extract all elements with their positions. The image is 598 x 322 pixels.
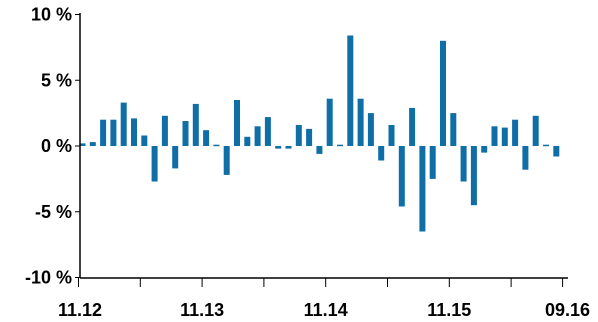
x-tick-label: 11.13 [180,300,224,320]
bar-07.14 [285,146,292,149]
bar-10.15 [440,40,446,146]
y-tick-label: 10 % [31,5,72,25]
bar-11.12 [79,143,86,146]
bar-06.16 [522,146,529,170]
bar-05.16 [512,119,519,146]
bar-04.14 [254,126,261,146]
bar-12.13 [213,144,220,147]
bar-06.14 [275,146,282,149]
bar-11.13 [203,130,210,146]
x-tick-label: 11.14 [304,300,348,320]
bar-09.13 [182,121,189,146]
bar-11.14 [326,98,333,146]
bar-01.15 [347,35,354,146]
bar-02.16 [481,146,488,153]
bar-12.14 [337,144,343,147]
bar-08.13 [172,146,179,169]
bar-10.13 [192,103,199,146]
bar-06.13 [151,146,158,182]
bar-09.16 [553,146,560,157]
y-tick-label: -5 % [35,202,72,222]
bar-05.14 [264,117,271,146]
bar-01.14 [223,146,230,175]
bar-01.16 [470,146,477,206]
bar-12.15 [460,146,467,182]
y-tick-label: 5 % [41,70,72,90]
bar-03.13 [120,102,127,146]
bar-08.16 [543,144,549,147]
bar-04.15 [378,146,385,161]
bar-02.13 [110,119,117,146]
bar-05.13 [141,135,148,146]
bar-01.13 [100,119,107,146]
axes-layer [75,13,568,287]
labels-layer: 10 % 5 % 0 % -5 % -10 % 11.12 11.13 11.14 11.15 0… [25,5,590,321]
bar-07.15 [409,107,416,146]
bar-02.15 [357,98,364,146]
bar-04.13 [131,118,137,146]
bar-05.15 [388,125,395,146]
bar-09.14 [306,128,313,146]
bar-06.15 [398,146,405,207]
bar-11.15 [450,113,457,146]
y-tick-label: -10 % [25,268,72,288]
bar-07.16 [532,115,539,146]
y-tick-label: 0 % [41,136,72,156]
x-tick-label: 11.12 [58,300,102,320]
bar-02.14 [234,100,240,146]
bar-08.15 [419,146,426,232]
x-tick-label: 09.16 [545,300,590,320]
bar-09.15 [429,146,436,179]
bars-layer [79,35,560,232]
bar-03.16 [491,126,498,146]
bar-03.15 [367,113,374,146]
x-tick-label: 11.15 [427,300,471,320]
bar-07.13 [161,115,168,146]
bar-03.14 [244,136,251,146]
bar-04.16 [501,127,508,146]
bar-12.12 [89,142,96,146]
bar-10.14 [316,146,323,154]
bar-08.14 [295,125,302,146]
